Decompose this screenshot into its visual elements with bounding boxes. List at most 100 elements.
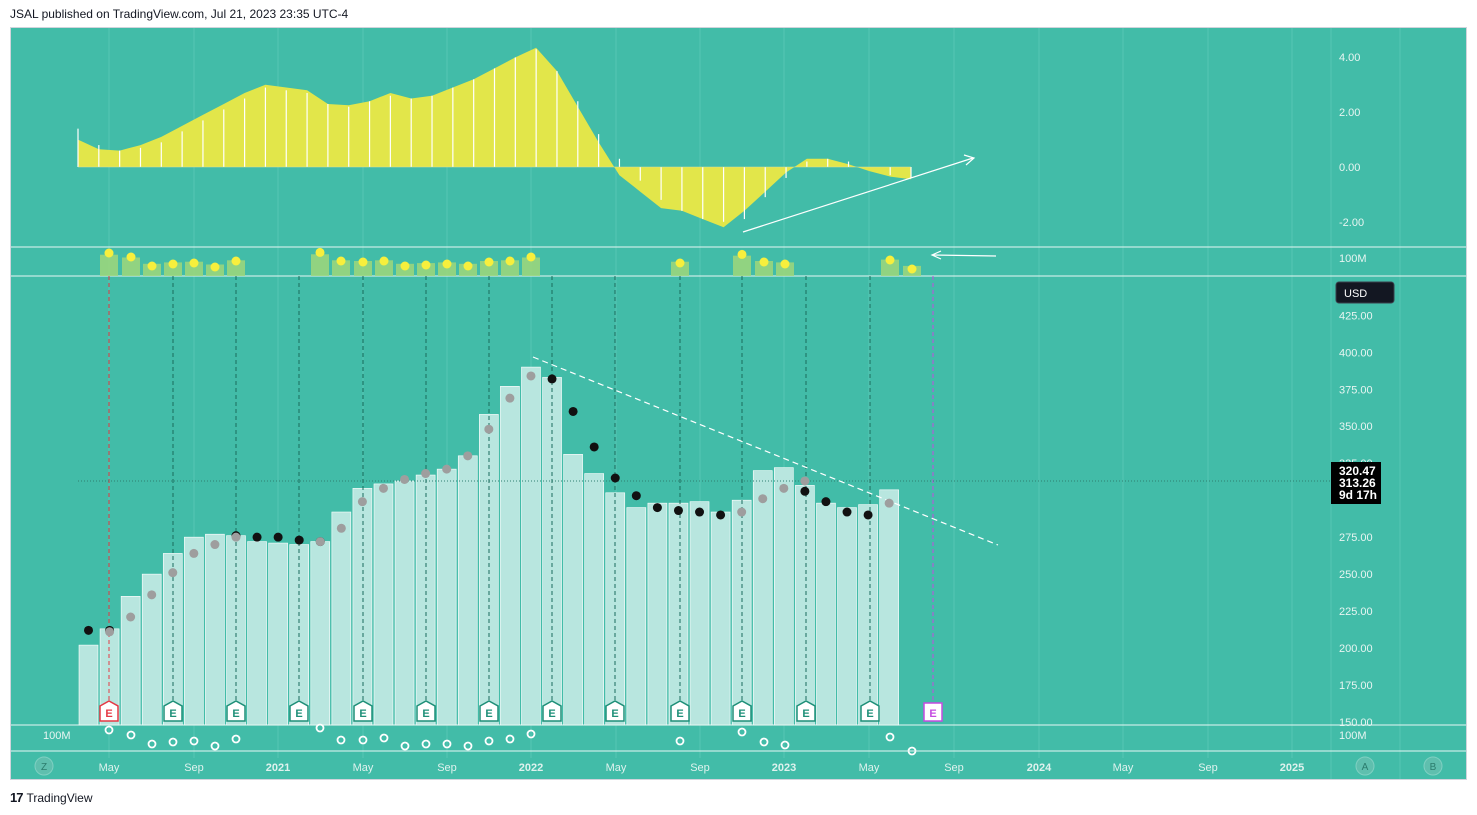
earnings-icon: E <box>353 700 373 722</box>
price-axis-tick: 225.00 <box>1339 606 1373 618</box>
earnings-shape <box>479 700 499 722</box>
price-axis[interactable]: 4.00 2.00 0.00 -2.00 425.00 400.00 375.00 350.0… <box>1331 52 1395 729</box>
volume-bar <box>733 255 751 276</box>
grey-dot-marker <box>779 483 789 493</box>
grey-dot-marker <box>210 540 220 550</box>
grey-dot-marker <box>336 523 346 533</box>
volume-marker <box>358 257 368 267</box>
price-bar <box>373 483 394 726</box>
volume-marker <box>759 257 769 267</box>
earnings-box <box>923 702 943 722</box>
price-bar <box>647 502 668 726</box>
price-axis-tick: 250.00 <box>1339 569 1373 581</box>
grey-dot-marker <box>442 464 452 474</box>
currency-badge[interactable]: USD <box>1335 281 1395 304</box>
earnings-label: E <box>866 708 873 720</box>
chart-area[interactable]: 100M E E E E E E E E E E E E E E 100M 100M 4.00 2.00 0.0… <box>10 27 1467 780</box>
chart-canvas[interactable]: 100M E E E E E E E E E E E E E E 100M 100M 4.00 2.00 0.0… <box>11 28 1466 779</box>
resistance-trendline <box>532 356 999 546</box>
volume-bottom-axis-label-left: 100M <box>43 730 71 742</box>
volume-marker <box>104 248 114 258</box>
volume-circle-marker <box>737 727 747 737</box>
volume-circle-marker <box>126 730 136 740</box>
volume-marker <box>780 259 790 269</box>
price-axis-tick: 275.00 <box>1339 532 1373 544</box>
earnings-shape <box>99 700 119 722</box>
volume-arrow-line <box>932 254 997 257</box>
volume-bar <box>100 254 118 276</box>
time-axis-label: Sep <box>184 762 204 774</box>
earnings-icon: E <box>99 700 119 722</box>
black-dot-marker <box>252 532 262 542</box>
volume-marker <box>675 258 685 268</box>
earnings-shape <box>732 700 752 722</box>
price-bar <box>816 502 836 726</box>
time-axis[interactable]: May Sep 2021 May Sep 2022 May Sep 2023 May Sep 2024… <box>11 750 1466 776</box>
volume-bar <box>480 261 498 276</box>
volume-circle-marker <box>104 725 114 735</box>
grey-dot-marker <box>105 627 115 637</box>
grey-dot-marker <box>400 474 410 484</box>
earnings-icon: E <box>732 700 752 722</box>
oscillator-pane <box>77 47 976 233</box>
grey-dot-marker <box>147 590 157 600</box>
price-bar <box>710 511 731 726</box>
oscillator-trendline <box>742 157 974 233</box>
grey-dot-marker <box>505 393 515 403</box>
price-bar <box>837 507 857 726</box>
last-price-label: 320.47 <box>1339 464 1376 478</box>
currency-label: USD <box>1344 288 1367 300</box>
price-axis-tick: 375.00 <box>1339 384 1373 396</box>
price-axis-tick: 175.00 <box>1339 680 1373 692</box>
volume-marker <box>907 264 917 274</box>
last-price-badge-bg <box>1331 462 1381 504</box>
volume-arrow-icon <box>930 250 942 260</box>
price-bar <box>689 501 710 726</box>
volume-marker <box>400 261 410 271</box>
volume-marker <box>526 252 536 262</box>
zoom-out-button[interactable]: Z <box>34 756 54 776</box>
volume-bar <box>671 261 689 276</box>
grey-dot-marker <box>737 507 747 517</box>
price-bar <box>795 485 815 726</box>
time-axis-label: May <box>353 762 374 774</box>
price-bar <box>584 473 604 726</box>
earnings-shape <box>670 700 690 722</box>
time-axis-label: Sep <box>690 762 710 774</box>
grey-dot-marker <box>884 498 894 508</box>
volume-marker <box>484 257 494 267</box>
grey-dot-marker <box>378 483 388 493</box>
grey-dot-marker <box>800 476 810 486</box>
price-bar <box>774 467 794 726</box>
footer-brand-label: TradingView <box>26 790 93 805</box>
volume-top-axis-label: 100M <box>1339 253 1367 265</box>
volume-circle-marker <box>442 739 452 749</box>
price-bar <box>352 488 373 726</box>
scale-mode-button[interactable]: B <box>1423 756 1443 776</box>
volume-bar <box>755 261 773 276</box>
volume-marker <box>126 252 136 262</box>
earnings-label: E <box>485 708 492 720</box>
price-bar <box>247 541 267 726</box>
price-bar <box>205 533 225 726</box>
auto-scale-button[interactable]: A <box>1355 756 1375 776</box>
price-bar <box>626 507 647 726</box>
volume-circle-marker <box>189 736 199 746</box>
grey-dot-marker <box>421 469 431 479</box>
volume-bar <box>417 263 435 276</box>
price-bar <box>521 366 541 726</box>
footer-brand[interactable]: 17 TradingView <box>10 790 93 805</box>
black-dot-marker <box>273 532 283 542</box>
volume-circle-marker <box>147 739 157 749</box>
volume-marker <box>189 258 199 268</box>
grey-dot-marker <box>231 532 241 542</box>
earnings-icon: E <box>542 700 562 722</box>
earnings-shape <box>796 700 816 722</box>
volume-circle-marker <box>231 734 241 744</box>
black-dot-marker <box>863 510 873 520</box>
price-bar <box>78 644 99 726</box>
black-dot-marker <box>589 442 599 452</box>
earnings-label: E <box>359 708 366 720</box>
earnings-shape <box>416 700 436 722</box>
volume-marker <box>379 256 389 266</box>
